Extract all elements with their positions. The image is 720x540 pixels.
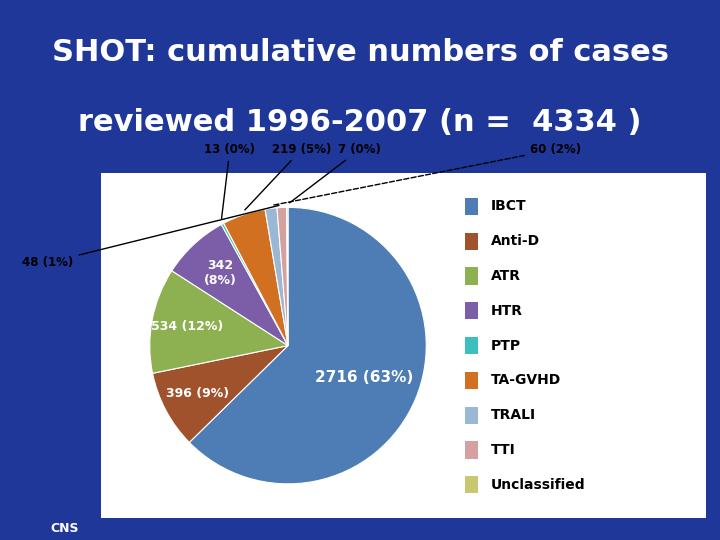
Bar	[465, 372, 478, 389]
Bar	[465, 407, 478, 424]
Text: IBCT: IBCT	[491, 199, 526, 213]
Text: TA-GVHD: TA-GVHD	[491, 373, 561, 387]
Text: 2716 (63%): 2716 (63%)	[315, 370, 413, 385]
Text: 342
(8%): 342 (8%)	[204, 259, 237, 287]
Text: 219 (5%): 219 (5%)	[245, 143, 331, 210]
Wedge shape	[277, 207, 288, 346]
Bar	[465, 267, 478, 285]
Text: SHOT: cumulative numbers of cases: SHOT: cumulative numbers of cases	[52, 38, 668, 67]
Bar	[465, 302, 478, 320]
Text: PTP: PTP	[491, 339, 521, 353]
Wedge shape	[265, 208, 288, 346]
Wedge shape	[287, 207, 288, 346]
Wedge shape	[189, 207, 426, 484]
Text: Unclassified: Unclassified	[491, 478, 585, 492]
Bar	[465, 441, 478, 458]
Text: TTI: TTI	[491, 443, 516, 457]
Text: CNS: CNS	[50, 522, 79, 535]
Text: 60 (2%): 60 (2%)	[274, 143, 581, 205]
Wedge shape	[221, 223, 288, 346]
Wedge shape	[224, 210, 288, 346]
Bar	[465, 198, 478, 215]
Bar	[465, 476, 478, 494]
Text: 534 (12%): 534 (12%)	[151, 320, 224, 333]
Bar	[465, 337, 478, 354]
Bar	[465, 233, 478, 250]
Text: 48 (1%): 48 (1%)	[22, 205, 279, 269]
Text: 7 (0%): 7 (0%)	[289, 143, 382, 203]
Text: 396 (9%): 396 (9%)	[166, 387, 229, 400]
Text: reviewed 1996-2007 (n =  4334 ): reviewed 1996-2007 (n = 4334 )	[78, 108, 642, 137]
Wedge shape	[153, 346, 288, 442]
Text: ATR: ATR	[491, 269, 521, 283]
Text: Anti-D: Anti-D	[491, 234, 540, 248]
Wedge shape	[150, 271, 288, 373]
Wedge shape	[172, 225, 288, 346]
Text: 13 (0%): 13 (0%)	[204, 143, 256, 219]
Text: TRALI: TRALI	[491, 408, 536, 422]
Text: HTR: HTR	[491, 304, 523, 318]
